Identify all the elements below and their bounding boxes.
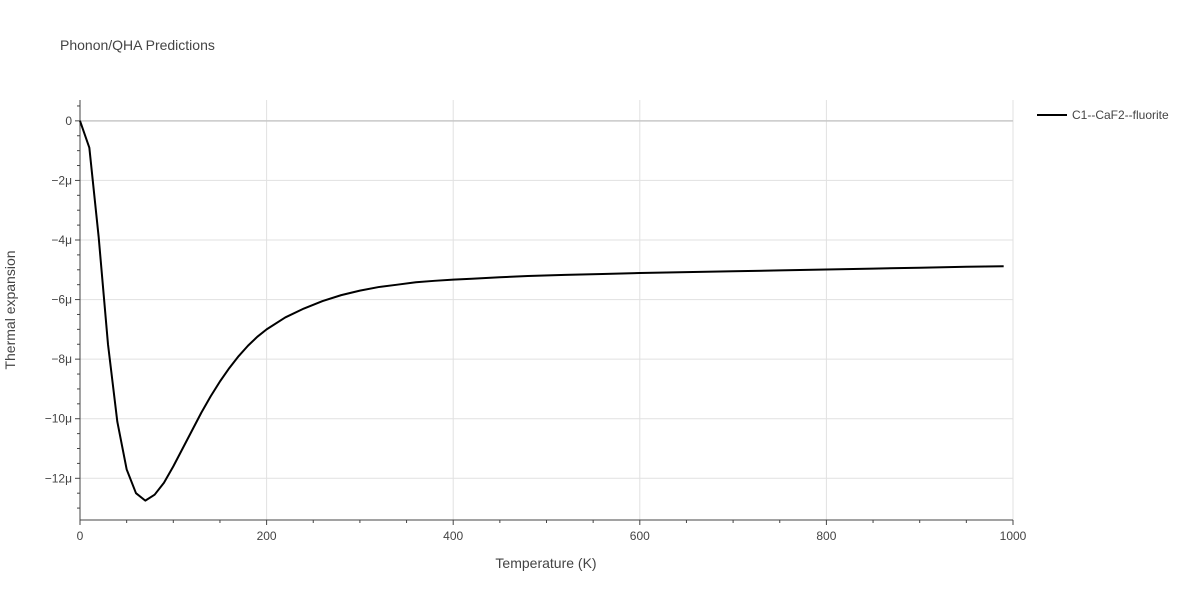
- x-tick-label: 800: [816, 529, 836, 543]
- y-axis-title: Thermal expansion: [2, 250, 18, 369]
- x-tick-labels: 0 200 400 600 800 1000: [77, 529, 1027, 543]
- x-tick-label: 600: [630, 529, 650, 543]
- y-tick-label: −8μ: [51, 352, 72, 366]
- chart-title: Phonon/QHA Predictions: [60, 37, 215, 53]
- y-tick-label: −2μ: [51, 173, 72, 187]
- y-gridlines: [80, 179, 1013, 479]
- y-tick-label: −10μ: [45, 412, 72, 426]
- y-tick-label: −4μ: [51, 233, 72, 247]
- x-tick-label: 200: [257, 529, 277, 543]
- series-line-0: [79, 120, 1004, 502]
- y-tick-labels: 0 −2μ −4μ −6μ −8μ −10μ −12μ: [45, 114, 73, 485]
- x-gridlines: [266, 100, 1014, 520]
- x-tick-label: 0: [77, 529, 84, 543]
- x-tick-label: 400: [443, 529, 463, 543]
- legend[interactable]: C1--CaF2--fluorite: [1037, 108, 1169, 122]
- x-axis-title: Temperature (K): [495, 555, 596, 571]
- series-layer: [79, 120, 1004, 502]
- axes: [75, 100, 1014, 525]
- x-tick-label: 1000: [1000, 529, 1027, 543]
- y-tick-label: 0: [65, 114, 72, 128]
- y-tick-label: −6μ: [51, 293, 72, 307]
- y-tick-label: −12μ: [45, 471, 72, 485]
- legend-label: C1--CaF2--fluorite: [1072, 108, 1169, 122]
